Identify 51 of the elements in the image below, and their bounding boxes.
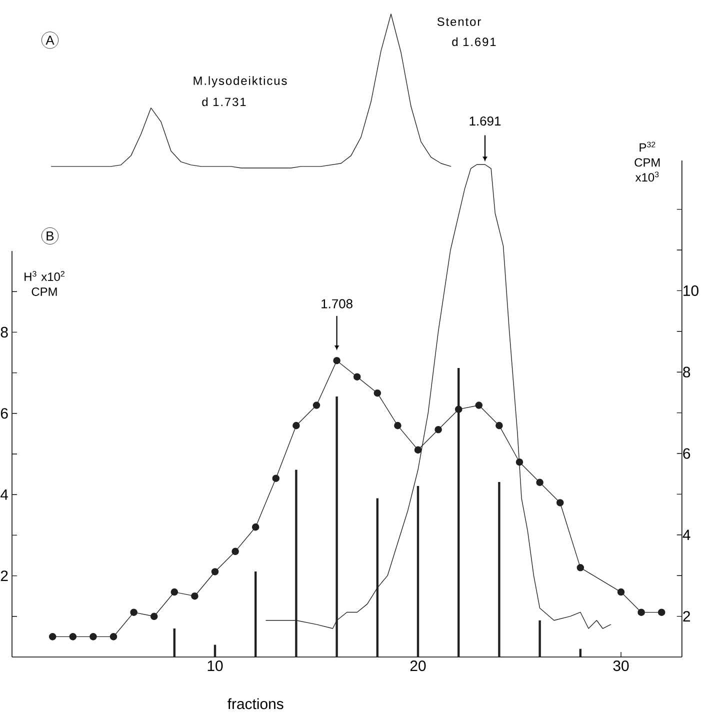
- point: [556, 499, 564, 506]
- point: [638, 608, 645, 616]
- annotation: Stentor: [437, 17, 481, 26]
- y2-tick-label: 4: [682, 530, 690, 540]
- point: [394, 422, 402, 430]
- point: [374, 389, 382, 397]
- point: [90, 633, 97, 640]
- point: [150, 612, 158, 620]
- y2-tick-label: 6: [683, 448, 690, 459]
- point: [252, 523, 260, 531]
- x-tick-label: 20: [410, 660, 426, 672]
- annotation: A: [46, 36, 54, 45]
- y-tick-label: 6: [0, 408, 8, 419]
- point: [353, 373, 361, 380]
- y2-tick-label: 2: [683, 611, 690, 622]
- point: [434, 426, 442, 434]
- point: [69, 633, 77, 640]
- point: [48, 633, 56, 640]
- text: H$^{3}$ x10$^{2}$ CPM: [24, 270, 64, 296]
- annotation: d 1.731: [202, 97, 246, 106]
- y2-tick-label: 10: [684, 285, 698, 296]
- point: [232, 548, 239, 556]
- x-tick-label: 30: [613, 660, 629, 672]
- point: [110, 633, 118, 640]
- point: [170, 588, 178, 596]
- text: P$^{32}$ CPM x10$^{3}$: [634, 142, 660, 182]
- point: [130, 608, 138, 616]
- x-tick-label: 10: [208, 660, 223, 672]
- point: [536, 478, 544, 486]
- point: [617, 588, 625, 596]
- text: B: [46, 232, 54, 240]
- annotation: d 1.691: [452, 37, 496, 46]
- point: [191, 592, 198, 600]
- point: [272, 474, 280, 482]
- point: [496, 422, 503, 430]
- y-tick-label: 2: [0, 570, 8, 582]
- y-tick-label: 4: [0, 489, 8, 500]
- y-tick-label: 8: [0, 326, 8, 338]
- annotation: 1.708: [322, 299, 352, 308]
- point: [211, 568, 219, 576]
- x-axis-title: fractions: [228, 698, 284, 710]
- y2-tick-label: 8: [683, 366, 690, 378]
- point: [414, 446, 422, 454]
- point: [475, 402, 483, 409]
- annotation: M.lysodeikticus: [194, 76, 287, 88]
- point: [576, 564, 584, 572]
- point: [658, 608, 666, 616]
- point: [333, 356, 340, 364]
- text: 1.691: [470, 116, 501, 126]
- point: [292, 422, 300, 430]
- point: [312, 402, 320, 409]
